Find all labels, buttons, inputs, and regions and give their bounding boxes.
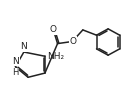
Text: O: O — [69, 37, 76, 46]
Text: H: H — [12, 68, 19, 77]
Text: N: N — [12, 57, 19, 66]
Text: N: N — [20, 42, 27, 51]
Text: NH₂: NH₂ — [48, 52, 65, 61]
Text: O: O — [50, 25, 57, 34]
